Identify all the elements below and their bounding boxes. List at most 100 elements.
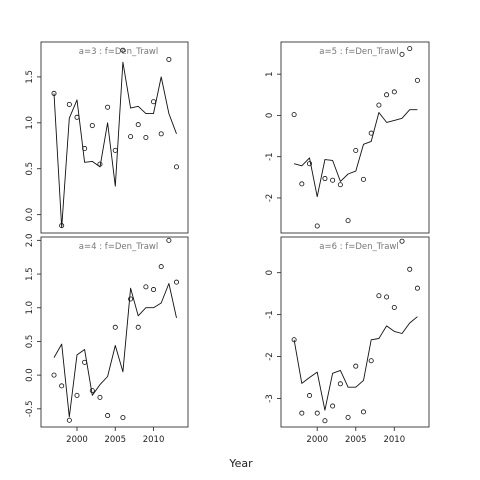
observed-point: [89, 123, 95, 129]
y-tick-label: 1: [265, 71, 275, 76]
x-tick-label: 2000: [306, 435, 328, 445]
fitted-line: [293, 316, 418, 411]
observed-point: [135, 122, 141, 128]
observed-point: [291, 112, 297, 118]
observed-point: [399, 238, 405, 244]
y-tick-label: 0.5: [25, 162, 35, 176]
observed-point: [151, 99, 157, 105]
observed-point: [166, 237, 172, 243]
panel-title: a=3 : f=Den_Trawl: [79, 47, 159, 57]
plot-frame: [280, 41, 430, 234]
x-tick-label: 2010: [383, 435, 405, 445]
plot-frame: [40, 236, 189, 428]
observed-point: [291, 337, 297, 343]
panel-2: a=5 : f=Den_Trawl -2 -1 0 1: [265, 41, 430, 234]
observed-point: [360, 176, 366, 182]
panel-3: a=4 : f=Den_Trawl -0.5 0.0 0.5 1.0 1.5 2.0 2000…: [25, 234, 189, 445]
fitted-line: [53, 283, 177, 418]
y-tick-label: 2.0: [25, 234, 35, 248]
y-tick-label: -3: [265, 394, 275, 402]
panel-1: a=3 : f=Den_Trawl 0.0 0.5 1.0 1.5: [25, 41, 189, 234]
y-tick-label: -0.5: [25, 401, 35, 418]
y-tick-label: -2: [265, 194, 275, 202]
observed-point: [368, 130, 374, 136]
observed-point: [314, 223, 320, 229]
observed-point: [399, 51, 405, 57]
observed-point: [360, 409, 366, 415]
y-tick-label: 0: [265, 113, 275, 118]
x-axis-label: Year: [228, 457, 253, 470]
panel-title: a=6 : f=Den_Trawl: [319, 242, 399, 252]
x-tick-label: 2005: [345, 435, 367, 445]
observed-point: [143, 134, 149, 140]
panel-title: a=5 : f=Den_Trawl: [319, 47, 399, 57]
observed-point: [353, 147, 359, 153]
panel-4: a=6 : f=Den_Trawl -3 -2 -1 0 2000 2005 2010: [265, 236, 430, 445]
observed-point: [345, 218, 351, 224]
observed-point: [105, 104, 111, 110]
y-tick-label: -1: [265, 152, 275, 160]
observed-point: [66, 101, 72, 107]
y-tick-label: -2: [265, 352, 275, 360]
observed-point: [120, 415, 126, 421]
observed-point: [322, 176, 328, 182]
observed-point: [299, 410, 305, 416]
x-tick-label: 2005: [104, 435, 126, 445]
observed-point: [82, 146, 88, 152]
observed-point: [407, 266, 413, 272]
observed-point: [376, 293, 382, 299]
observed-point: [112, 324, 118, 330]
observed-point: [330, 177, 336, 183]
observed-point: [66, 417, 72, 423]
observed-point: [74, 114, 80, 120]
observed-point: [322, 418, 328, 424]
panels: a=3 : f=Den_Trawl 0.0 0.5 1.0 1.5 a=5 : f=Den…: [25, 41, 430, 445]
observed-point: [391, 89, 397, 95]
fitted-line: [293, 109, 418, 198]
observed-point: [128, 134, 134, 140]
y-tick-label: 1.5: [25, 267, 35, 281]
observed-point: [337, 182, 343, 188]
observed-point: [82, 359, 88, 365]
y-tick-label: 0.5: [25, 335, 35, 349]
observed-point: [89, 388, 95, 394]
observed-point: [391, 304, 397, 310]
panel-title: a=4 : f=Den_Trawl: [79, 242, 159, 252]
observed-point: [353, 363, 359, 369]
observed-point: [166, 56, 172, 62]
observed-point: [314, 410, 320, 416]
observed-point: [376, 102, 382, 108]
observed-point: [345, 414, 351, 420]
y-tick-label: 0.0: [25, 368, 35, 382]
observed-point: [368, 358, 374, 364]
fitted-line: [53, 61, 177, 228]
observed-point: [307, 161, 313, 167]
observed-point: [384, 294, 390, 300]
observed-point: [120, 47, 126, 53]
observed-point: [414, 285, 420, 291]
observed-point: [174, 279, 180, 285]
observed-point: [174, 164, 180, 170]
observed-point: [59, 383, 65, 389]
observed-point: [384, 92, 390, 98]
y-tick-label: 1.0: [25, 116, 35, 130]
plot-frame: [280, 236, 430, 428]
observed-point: [151, 287, 157, 293]
y-tick-label: 0.0: [25, 208, 35, 222]
observed-point: [158, 131, 164, 137]
observed-point: [407, 46, 413, 52]
observed-point: [307, 393, 313, 399]
observed-point: [59, 223, 65, 229]
observed-point: [143, 284, 149, 290]
observed-point: [330, 403, 336, 409]
y-tick-label: 1.0: [25, 301, 35, 315]
y-tick-label: -1: [265, 310, 275, 318]
x-tick-label: 2010: [143, 435, 165, 445]
y-tick-label: 0: [265, 270, 275, 275]
plot-frame: [40, 41, 189, 234]
observed-point: [97, 161, 103, 167]
x-tick-label: 2000: [66, 435, 88, 445]
observed-point: [414, 77, 420, 83]
observed-point: [51, 372, 57, 378]
